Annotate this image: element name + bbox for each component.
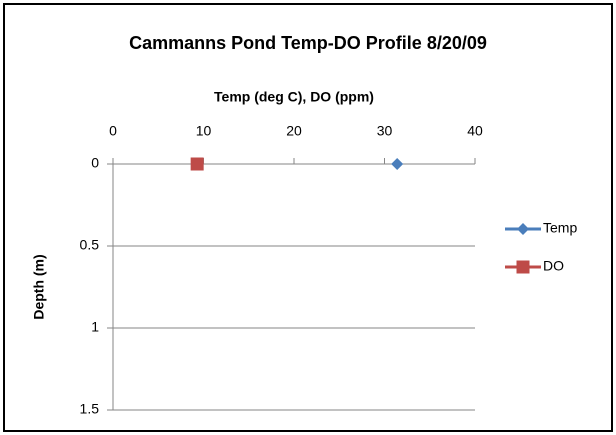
- x-axis-title: Temp (deg C), DO (ppm): [214, 89, 374, 105]
- legend-marker: [516, 260, 530, 274]
- chart-border: [3, 3, 613, 432]
- data-point: [190, 157, 204, 171]
- chart-title: Cammanns Pond Temp-DO Profile 8/20/09: [129, 33, 487, 53]
- y-tick-label: 1.5: [80, 401, 100, 417]
- y-tick-label: 0.5: [80, 237, 100, 253]
- x-tick-label: 10: [196, 123, 212, 139]
- legend-label: DO: [543, 258, 564, 274]
- legend-label: Temp: [543, 220, 577, 236]
- y-tick-label: 0: [91, 155, 99, 171]
- legend-marker: [517, 223, 529, 235]
- x-tick-label: 30: [377, 123, 393, 139]
- x-tick-label: 20: [286, 123, 302, 139]
- data-point: [391, 158, 404, 170]
- y-axis-title: Depth (m): [31, 254, 47, 319]
- y-tick-label: 1: [91, 319, 99, 335]
- x-tick-label: 0: [109, 123, 117, 139]
- x-tick-label: 40: [467, 123, 483, 139]
